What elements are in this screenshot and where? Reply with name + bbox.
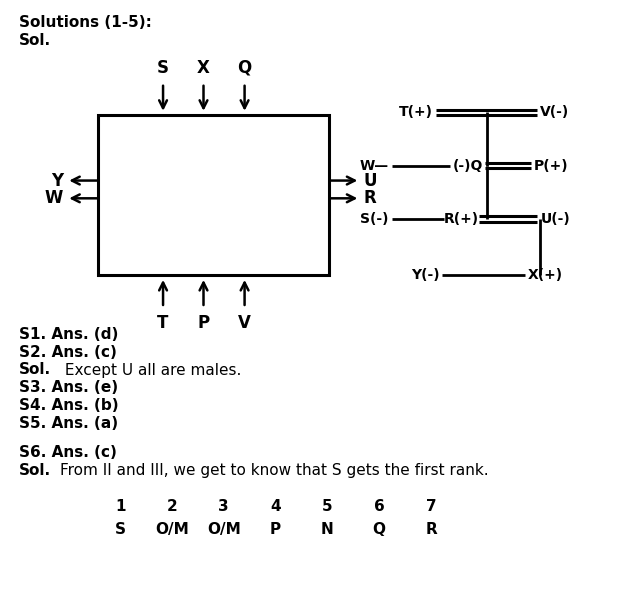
Text: S1. Ans. (d): S1. Ans. (d) xyxy=(19,327,118,342)
Text: Except U all are males.: Except U all are males. xyxy=(60,362,241,378)
Text: V: V xyxy=(238,314,251,332)
Text: V(-): V(-) xyxy=(540,105,569,120)
Text: 1: 1 xyxy=(115,498,125,514)
Text: Sol.: Sol. xyxy=(19,362,51,378)
Text: O/M: O/M xyxy=(155,522,189,538)
Text: N: N xyxy=(321,522,334,538)
Text: T: T xyxy=(157,314,169,332)
Bar xyxy=(98,115,329,275)
Text: R: R xyxy=(363,189,376,207)
Text: Solutions (1-5):: Solutions (1-5): xyxy=(19,15,152,30)
Text: Sol.: Sol. xyxy=(19,33,51,47)
Text: From II and III, we get to know that S gets the first rank.: From II and III, we get to know that S g… xyxy=(60,463,489,478)
Text: S2. Ans. (c): S2. Ans. (c) xyxy=(19,345,117,360)
Text: S3. Ans. (e): S3. Ans. (e) xyxy=(19,380,118,395)
Text: R: R xyxy=(425,522,437,538)
Text: S6. Ans. (c): S6. Ans. (c) xyxy=(19,445,117,461)
Text: X: X xyxy=(197,59,210,77)
Text: O/M: O/M xyxy=(207,522,241,538)
Text: S5. Ans. (a): S5. Ans. (a) xyxy=(19,416,118,431)
Text: S(-): S(-) xyxy=(360,212,389,226)
Text: Q: Q xyxy=(373,522,386,538)
Text: R(+): R(+) xyxy=(444,212,479,226)
Text: Y: Y xyxy=(51,172,63,189)
Text: 2: 2 xyxy=(166,498,178,514)
Text: 6: 6 xyxy=(374,498,385,514)
Text: T(+): T(+) xyxy=(399,105,433,120)
Text: X(+): X(+) xyxy=(528,268,563,282)
Text: W—: W— xyxy=(360,159,389,173)
Text: S: S xyxy=(157,59,169,77)
Text: U: U xyxy=(363,172,377,189)
Text: Y(-): Y(-) xyxy=(411,268,439,282)
Text: S: S xyxy=(114,522,126,538)
Text: Q: Q xyxy=(238,59,252,77)
Text: 4: 4 xyxy=(270,498,281,514)
Text: P: P xyxy=(270,522,281,538)
Text: 5: 5 xyxy=(322,498,332,514)
Text: (-)Q: (-)Q xyxy=(453,159,483,173)
Text: U(-): U(-) xyxy=(540,212,570,226)
Text: P(+): P(+) xyxy=(534,159,569,173)
Text: 3: 3 xyxy=(219,498,229,514)
Text: 7: 7 xyxy=(426,498,436,514)
Text: Sol.: Sol. xyxy=(19,463,51,478)
Text: P: P xyxy=(197,314,210,332)
Text: W: W xyxy=(45,189,63,207)
Text: S4. Ans. (b): S4. Ans. (b) xyxy=(19,398,119,413)
